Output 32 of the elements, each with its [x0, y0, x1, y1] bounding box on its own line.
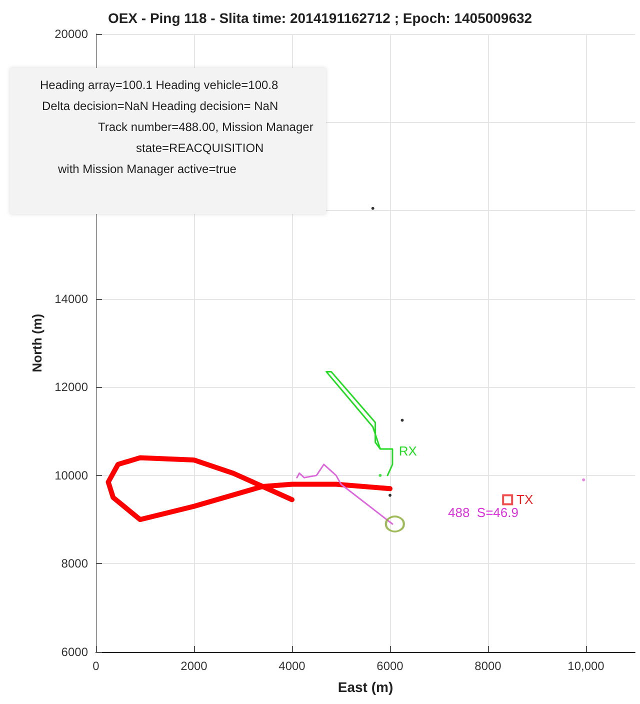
point — [582, 478, 586, 482]
annotation: 488 S=46.9 — [448, 505, 518, 520]
x-tick-label: 8000 — [474, 659, 502, 673]
y-tick-label: 10000 — [54, 468, 88, 482]
line-series — [296, 464, 394, 525]
x-tick-label: 4000 — [278, 659, 306, 673]
x-tick-label: 6000 — [376, 659, 404, 673]
y-tick-label: 20000 — [54, 27, 88, 41]
y-axis-title: North (m) — [30, 314, 45, 372]
annotation: with Mission Manager active=true — [58, 162, 236, 176]
annotation: Delta decision=NaN Heading decision= NaN — [42, 99, 278, 113]
y-tick-label: 14000 — [54, 292, 88, 306]
x-tick-label: 0 — [92, 659, 100, 673]
annotation: TX — [516, 492, 534, 508]
y-tick-label: 12000 — [54, 380, 88, 394]
annotation: state=REACQUISITION — [136, 141, 264, 155]
y-tick-label: 6000 — [61, 645, 88, 659]
y-tick-label: 8000 — [61, 556, 88, 571]
x-tick-label: 10,000 — [568, 659, 605, 673]
x-axis-title: East (m) — [338, 679, 394, 695]
point — [388, 494, 392, 497]
annotation: RX — [398, 444, 418, 459]
line-series — [326, 370, 394, 476]
chart-title: OEX - Ping 118 - Slita time: 2014191162712 ; Epoch: 1405009632 — [108, 10, 532, 26]
point — [384, 515, 405, 532]
point — [502, 494, 514, 506]
x-tick-label: 2000 — [180, 659, 208, 673]
annotation: Track number=488.00, Mission Manager — [98, 120, 314, 134]
annotation: Heading array=100.1 Heading vehicle=100.8 — [40, 78, 278, 92]
point — [371, 206, 374, 210]
point — [378, 474, 382, 477]
point — [400, 418, 404, 422]
